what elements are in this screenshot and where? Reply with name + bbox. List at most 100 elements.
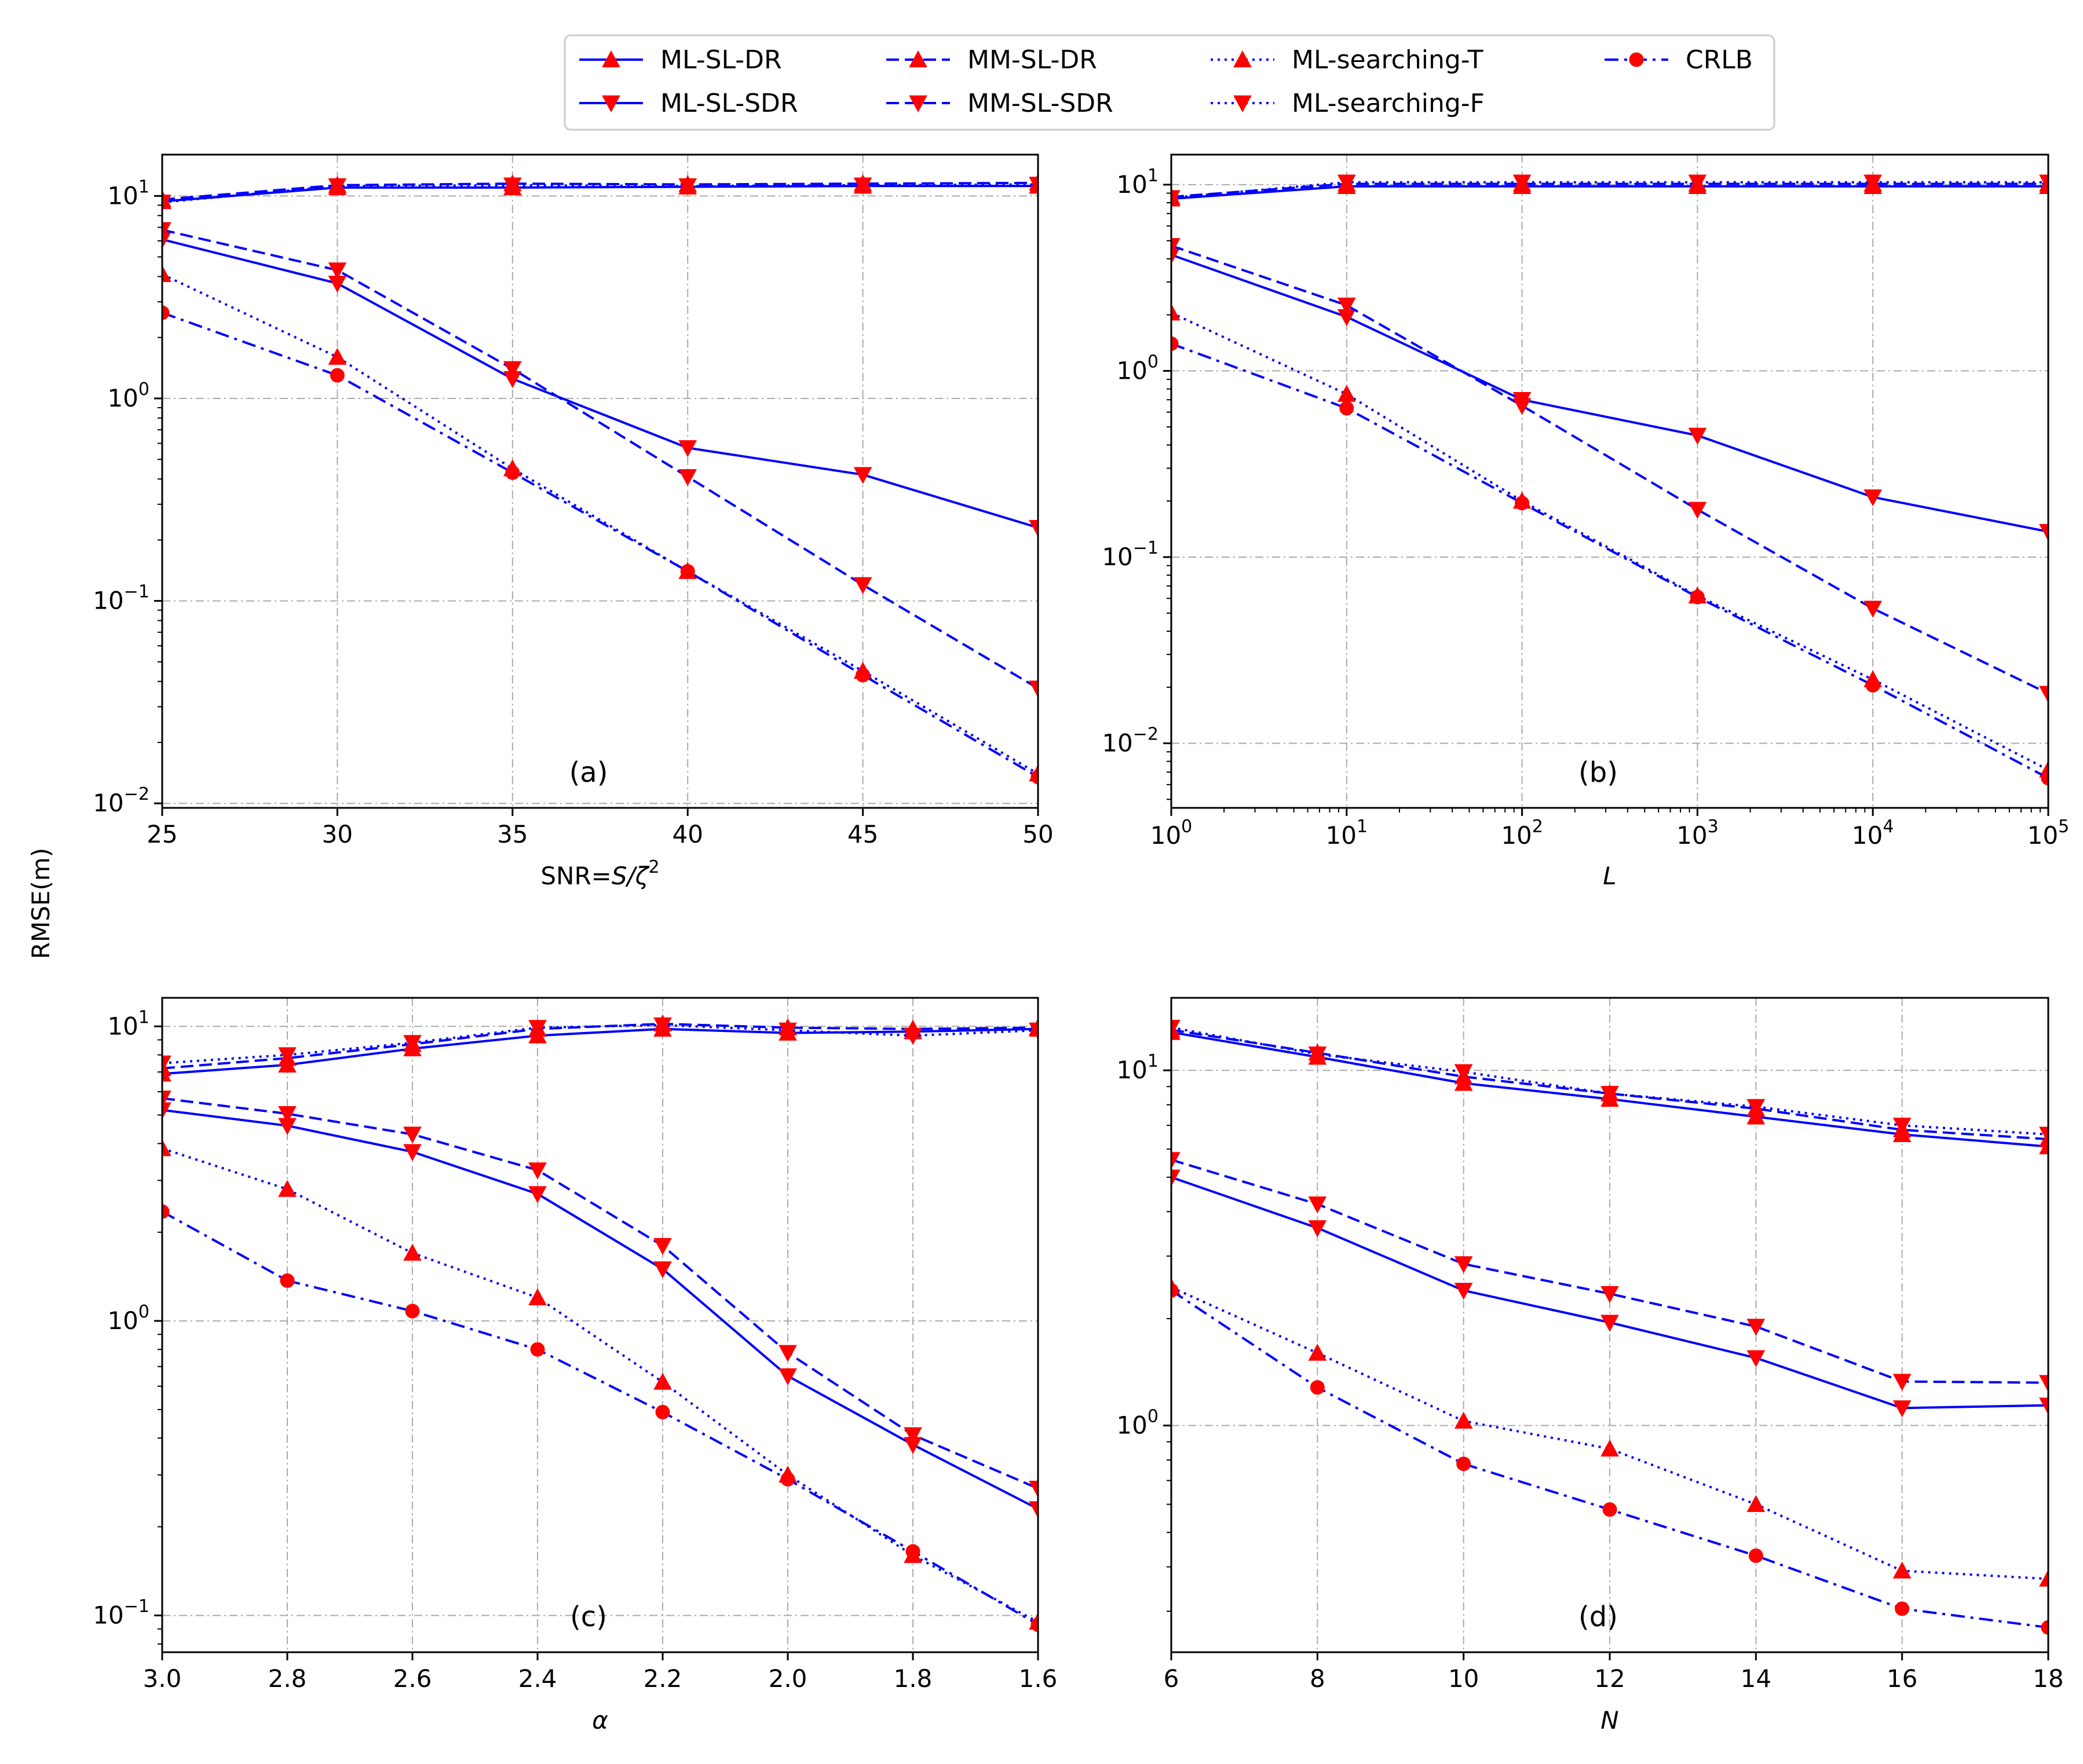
data-point-ml-searching-t — [2039, 1569, 2048, 1587]
panel-label: (c) — [570, 1601, 607, 1633]
series-ml-searching-t — [1171, 1278, 2048, 1587]
legend-item-ml-sl-sdr: ML-SL-SDR — [579, 89, 798, 118]
plot-area — [162, 155, 1038, 808]
x-axis: 100 101 102 103 104 105 — [1150, 808, 2069, 850]
series-ml-searching-f — [162, 177, 1038, 212]
x-tick-label: 103 — [1676, 817, 1719, 850]
data-point-mm-sl-sdr — [904, 1427, 922, 1444]
x-tick-label: 2.6 — [393, 1664, 432, 1693]
data-point-mm-sl-sdr — [162, 222, 171, 239]
data-point-mm-sl-sdr — [1600, 1286, 1619, 1303]
x-axis-label: SNR=S/ζ2 — [540, 857, 659, 890]
data-point-ml-sl-sdr — [403, 1144, 422, 1161]
data-point-mm-sl-sdr — [1171, 1152, 1181, 1169]
series-line-mm-sl-sdr — [1171, 244, 2048, 695]
series-ml-sl-sdr — [162, 1102, 1038, 1518]
series-line-crlb — [1171, 342, 2048, 779]
data-point-ml-searching-f — [653, 1017, 672, 1035]
series-line-mm-sl-dr — [162, 181, 1038, 201]
x-tick-label: 10 — [1448, 1664, 1479, 1693]
data-point-mm-sl-sdr — [1308, 1196, 1327, 1214]
data-point-mm-sl-sdr — [528, 1162, 547, 1180]
y-tick-label: 101 — [107, 177, 149, 210]
y-axis: 10−2 10−1 100 101 — [1102, 166, 1171, 800]
legend-marker-icon — [1629, 52, 1644, 67]
y-tick-label: 100 — [1116, 1407, 1159, 1440]
data-point-ml-searching-f — [1029, 177, 1038, 194]
data-point-crlb — [162, 305, 170, 320]
y-axis: 100 101 — [1116, 1051, 1171, 1612]
data-point-ml-sl-sdr — [1746, 1350, 1766, 1367]
series-line-mm-sl-sdr — [162, 1097, 1038, 1489]
data-point-crlb — [1690, 590, 1705, 605]
legend-item-mm-sl-sdr: MM-SL-SDR — [886, 89, 1113, 118]
data-point-ml-searching-t — [1308, 1344, 1327, 1361]
data-point-ml-searching-f — [678, 178, 697, 196]
data-point-ml-sl-sdr — [1600, 1315, 1619, 1332]
data-point-ml-sl-sdr — [1029, 519, 1038, 537]
y-axis: 10−2 10−1 100 101 — [93, 177, 162, 817]
x-tick-label: 18 — [2033, 1664, 2063, 1693]
data-point-mm-sl-sdr — [1746, 1319, 1766, 1336]
data-point-crlb — [1310, 1380, 1325, 1395]
x-tick-label: 1.6 — [1019, 1664, 1058, 1693]
x-tick-label: 2.4 — [518, 1664, 557, 1693]
data-point-ml-searching-f — [528, 1020, 547, 1037]
data-point-ml-searching-f — [1892, 1117, 1912, 1135]
subplot-a: 25 30 35 40 45 50 10−2 10−1 100 101 SNR=S/ζ2 (a) — [93, 153, 1054, 890]
x-tick-label: 30 — [322, 820, 353, 848]
data-point-crlb — [856, 668, 871, 683]
y-tick-label: 10−1 — [93, 1596, 149, 1629]
series-ml-searching-f — [1171, 1019, 2048, 1144]
data-point-ml-searching-f — [2039, 174, 2048, 192]
data-point-mm-sl-sdr — [1512, 398, 1532, 415]
data-point-crlb — [162, 1204, 170, 1219]
data-point-crlb — [905, 1544, 920, 1559]
data-point-mm-sl-sdr — [1892, 1374, 1912, 1391]
data-point-ml-searching-f — [1171, 1019, 1181, 1037]
series-mm-sl-sdr — [1171, 238, 2048, 703]
x-tick-label: 12 — [1594, 1664, 1625, 1693]
x-tick-label: 25 — [147, 820, 177, 848]
data-point-ml-sl-sdr — [2039, 1397, 2048, 1415]
data-point-crlb — [1748, 1548, 1763, 1563]
x-axis-label: L — [1603, 862, 1616, 890]
data-point-ml-searching-f — [779, 1022, 797, 1040]
data-point-ml-sl-sdr — [1688, 427, 1707, 445]
data-point-ml-searching-t — [528, 1288, 547, 1305]
series-line-ml-sl-sdr — [162, 1108, 1038, 1510]
series-layer — [162, 173, 1038, 785]
data-point-crlb — [1030, 1617, 1038, 1632]
data-point-ml-searching-f — [162, 195, 171, 212]
x-tick-label: 3.0 — [143, 1664, 182, 1693]
series-ml-sl-sdr — [162, 232, 1038, 537]
data-point-crlb — [1171, 1283, 1179, 1298]
x-axis: 3.0 2.8 2.6 2.4 2.2 2.0 1.8 1.6 — [143, 1652, 1058, 1693]
x-tick-label: 101 — [1326, 817, 1368, 850]
series-line-mm-sl-dr — [162, 1022, 1038, 1070]
series-line-mm-sl-sdr — [162, 228, 1038, 690]
x-axis-label: N — [1600, 1706, 1618, 1734]
data-point-ml-searching-f — [1171, 190, 1181, 207]
series-ml-searching-f — [1171, 174, 2048, 207]
data-point-ml-searching-f — [853, 177, 872, 195]
legend-marker-icon — [909, 95, 927, 113]
series-line-ml-searching-t — [1171, 312, 2048, 771]
x-axis: 25 30 35 40 45 50 — [147, 808, 1054, 848]
data-point-crlb — [1602, 1502, 1617, 1517]
data-point-mm-sl-sdr — [853, 577, 872, 594]
series-line-ml-sl-sdr — [1171, 254, 2048, 533]
x-tick-label: 16 — [1887, 1664, 1917, 1693]
data-point-crlb — [1339, 401, 1354, 416]
x-tick-label: 2.0 — [769, 1664, 807, 1693]
legend: ML-SL-DR ML-SL-SDR MM-SL-DR MM-SL-SDR ML-sea… — [564, 34, 1775, 131]
legend-label: ML-SL-DR — [660, 45, 782, 75]
data-point-ml-searching-f — [1308, 1046, 1327, 1064]
legend-frame — [564, 34, 1775, 131]
series-ml-sl-sdr — [1171, 1169, 2048, 1418]
x-tick-label: 1.8 — [894, 1664, 933, 1693]
data-point-ml-sl-sdr — [162, 232, 171, 249]
data-point-ml-searching-f — [904, 1028, 922, 1045]
legend-item-crlb: CRLB — [1605, 45, 1753, 75]
legend-label: CRLB — [1686, 45, 1753, 75]
